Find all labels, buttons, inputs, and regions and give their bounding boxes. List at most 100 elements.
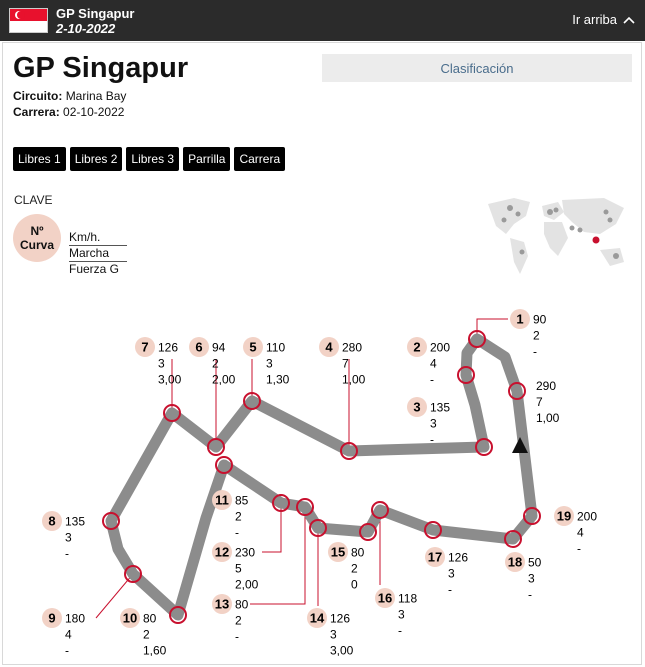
- turn-11-speed: 85: [235, 494, 249, 508]
- turn-7-gforce: 3,00: [158, 373, 182, 387]
- turn-11-gforce: -: [235, 526, 239, 540]
- scroll-top-label: Ir arriba: [572, 12, 617, 27]
- key-curve: Curva: [19, 238, 54, 252]
- key-num: Nº: [30, 224, 44, 238]
- turn-9-gforce: -: [65, 644, 69, 658]
- turn-13-gear: 2: [235, 614, 242, 628]
- turn-marker-19: [523, 507, 541, 525]
- turn-badge-3: [407, 397, 427, 417]
- circuit-label: Circuito:: [13, 89, 63, 103]
- turn-number-7: 7: [141, 340, 148, 355]
- turn-marker-9: [124, 565, 142, 583]
- header-bar: GP Singapur 2-10-2022 Ir arriba: [0, 0, 645, 41]
- turn-number-14: 14: [310, 611, 325, 626]
- turn-4-gforce: 1,00: [342, 373, 366, 387]
- circuit-value: Marina Bay: [65, 89, 127, 103]
- turn-marker-18: [504, 530, 522, 548]
- key-gear: Marcha: [69, 246, 110, 260]
- turn-17-gear: 3: [448, 567, 455, 581]
- turn-4-gear: 7: [342, 357, 349, 371]
- turn-marker-14: [309, 519, 327, 537]
- turn-3-gear: 3: [430, 417, 437, 431]
- turn-12-gforce: 2,00: [235, 578, 259, 592]
- turn-marker-10: [169, 606, 187, 624]
- turn-number-4: 4: [325, 340, 333, 355]
- tab-libres-1[interactable]: Libres 1: [13, 147, 66, 171]
- circuit-info: Circuito: Marina Bay: [13, 89, 126, 103]
- tab-libres-2[interactable]: Libres 2: [69, 147, 123, 171]
- turn-badge-15: [328, 542, 348, 562]
- turn-marker-1: [468, 330, 486, 348]
- race-date-value: 02-10-2022: [63, 105, 125, 119]
- turn-6-speed: 94: [212, 341, 226, 355]
- turn-badge-16: [375, 588, 395, 608]
- key-divider: [69, 245, 127, 246]
- turn-number-6: 6: [195, 340, 202, 355]
- turn-number-2: 2: [413, 340, 420, 355]
- turn-badge-11: [212, 490, 232, 510]
- content-panel: [2, 42, 642, 665]
- turn-marker-13: [296, 498, 314, 516]
- turn-2-speed: 200: [430, 341, 450, 355]
- turn-marker-7: [163, 404, 181, 422]
- turn-number-19: 19: [557, 509, 571, 524]
- key-badge: Nº Curva: [13, 214, 61, 262]
- turn-7-gear: 3: [158, 357, 165, 371]
- leader-line-1: [476, 318, 508, 339]
- turn-badge-9: [42, 608, 62, 628]
- turn-marker-15: [359, 523, 377, 541]
- turn-5-gear: 3: [266, 357, 273, 371]
- clasificacion-button[interactable]: Clasificación: [322, 54, 632, 82]
- straight-gear: 7: [536, 395, 543, 409]
- turn-marker-5: [243, 392, 261, 410]
- session-tabs: Libres 1 Libres 2 Libres 3 Parrilla Carr…: [13, 147, 286, 171]
- turn-marker-12: [272, 494, 290, 512]
- straight-speed: 290: [536, 379, 556, 393]
- turn-marker-3: [475, 438, 493, 456]
- turn-15-gear: 2: [351, 562, 358, 576]
- race-date-info: Carrera: 02-10-2022: [13, 105, 124, 119]
- turn-badge-5: [243, 337, 263, 357]
- turn-badge-17: [425, 547, 445, 567]
- turn-14-gear: 3: [330, 628, 337, 642]
- turn-number-5: 5: [249, 340, 256, 355]
- turn-10-gear: 2: [143, 628, 150, 642]
- turn-8-gforce: -: [65, 547, 69, 561]
- scroll-top-button[interactable]: Ir arriba: [572, 12, 635, 27]
- race-date-label: Carrera:: [13, 105, 60, 119]
- turn-badge-2: [407, 337, 427, 357]
- turn-8-gear: 3: [65, 531, 72, 545]
- turn-4-speed: 280: [342, 341, 362, 355]
- tab-carrera[interactable]: Carrera: [234, 147, 286, 171]
- turn-number-8: 8: [48, 514, 55, 529]
- tab-libres-3[interactable]: Libres 3: [126, 147, 180, 171]
- track-path: [105, 333, 538, 621]
- turn-1-speed: 90: [533, 313, 547, 327]
- turn-3-speed: 135: [430, 401, 450, 415]
- turn-badge-10: [120, 608, 140, 628]
- turn-9-speed: 180: [65, 612, 85, 626]
- turn-12-speed: 230: [235, 546, 255, 560]
- turn-number-18: 18: [508, 555, 522, 570]
- straight-marker: [508, 382, 526, 400]
- turn-badge-4: [319, 337, 339, 357]
- turn-number-9: 9: [48, 611, 55, 626]
- turn-10-gforce: 1,60: [143, 644, 167, 658]
- turn-marker-6: [207, 438, 225, 456]
- singapore-flag-icon: [9, 8, 48, 33]
- turn-17-gforce: -: [448, 583, 452, 597]
- turn-14-gforce: 3,00: [330, 644, 354, 658]
- turn-marker-17: [424, 521, 442, 539]
- key-speed: Km/h.: [69, 230, 101, 244]
- turn-6-gforce: 2,00: [212, 373, 236, 387]
- tab-parrilla[interactable]: Parrilla: [183, 147, 231, 171]
- turn-badge-19: [554, 506, 574, 526]
- turn-1-gear: 2: [533, 329, 540, 343]
- turn-18-gear: 3: [528, 572, 535, 586]
- turn-2-gforce: -: [430, 373, 434, 387]
- turn-18-gforce: -: [528, 588, 532, 602]
- turn-16-gforce: -: [398, 624, 402, 638]
- turn-15-speed: 80: [351, 546, 365, 560]
- turn-7-speed: 126: [158, 341, 178, 355]
